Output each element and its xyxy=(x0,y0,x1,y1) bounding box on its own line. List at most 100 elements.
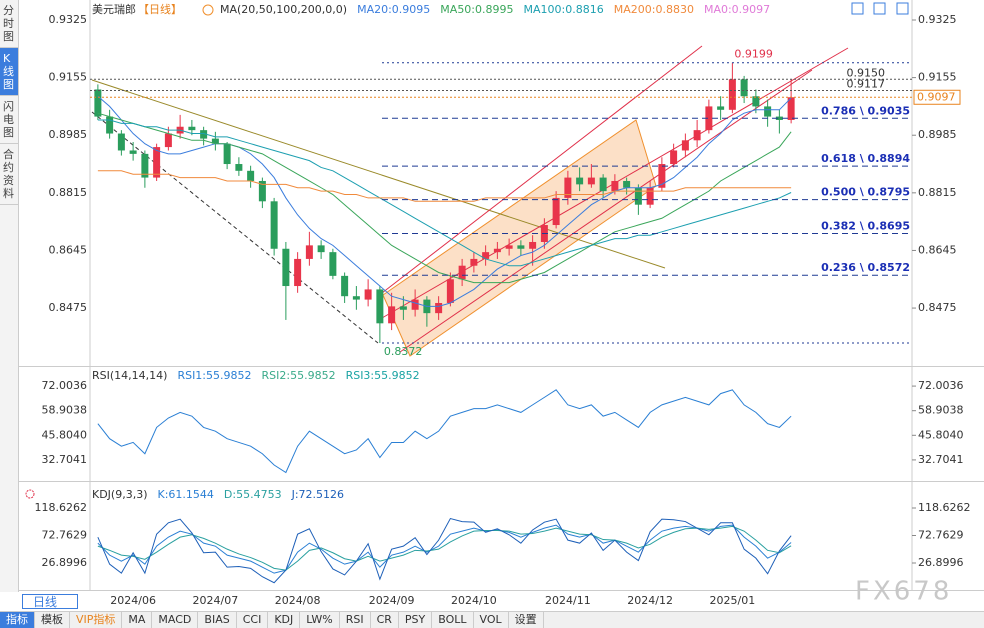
settings-icon[interactable] xyxy=(202,4,214,16)
candle-body xyxy=(482,252,490,259)
price-line-label: 0.9117 xyxy=(847,77,886,90)
candle-body xyxy=(117,133,125,151)
candle-body xyxy=(728,79,736,110)
y-tick-label: 72.7629 xyxy=(918,528,964,541)
candle-body xyxy=(740,79,748,97)
x-tick-label: 2024/09 xyxy=(369,594,415,607)
candle-body xyxy=(446,279,454,303)
legend-item: J:72.5126 xyxy=(291,488,344,501)
sidebar-tab[interactable]: 闪电图 xyxy=(0,96,18,144)
toolbar-tab[interactable]: CR xyxy=(371,612,399,628)
legend-item: D:55.4753 xyxy=(224,488,282,501)
candle-body xyxy=(576,177,584,185)
candle-body xyxy=(235,164,243,171)
icon[interactable] xyxy=(873,2,886,15)
candle-body xyxy=(564,177,572,198)
candle-body xyxy=(164,133,172,148)
candle-body xyxy=(552,197,560,226)
last-price-label: 0.9097 xyxy=(917,90,956,103)
candle-body xyxy=(787,97,795,120)
y-tick-label: 32.7041 xyxy=(42,453,88,466)
candle-body xyxy=(352,296,360,300)
candle-body xyxy=(587,177,595,185)
candle-body xyxy=(341,275,349,297)
window-icons xyxy=(851,2,909,15)
y-tick-label: 0.9325 xyxy=(49,13,88,26)
y-tick-label: 118.6262 xyxy=(918,501,971,514)
toolbar-tab[interactable]: 模板 xyxy=(35,612,70,628)
candle-body xyxy=(505,245,513,249)
y-tick-label: 72.0036 xyxy=(918,379,964,392)
toolbar-tab[interactable]: 指标 xyxy=(0,612,35,628)
toolbar-tab[interactable]: RSI xyxy=(340,612,371,628)
trend-line xyxy=(381,45,703,294)
x-tick-label: 2024/11 xyxy=(545,594,591,607)
x-tick-label: 2024/07 xyxy=(193,594,239,607)
y-tick-label: 0.8475 xyxy=(49,301,88,314)
indicator-line xyxy=(97,389,792,474)
ma-line xyxy=(97,112,792,284)
toolbar-tab[interactable]: MA xyxy=(122,612,153,628)
icon[interactable] xyxy=(851,2,864,15)
y-tick-label: 0.8815 xyxy=(49,186,88,199)
candle-body xyxy=(294,258,302,287)
y-tick-label: 0.8645 xyxy=(49,243,88,256)
candle-body xyxy=(94,89,102,117)
toolbar-tab[interactable]: MACD xyxy=(152,612,199,628)
watermark: FX678 xyxy=(855,577,952,607)
toolbar-tab[interactable]: LW% xyxy=(300,612,340,628)
legend-item: RSI3:55.9852 xyxy=(346,369,420,382)
toolbar-tab[interactable]: BOLL xyxy=(432,612,474,628)
candle-body xyxy=(247,170,255,181)
price-line-label: 0.9150 xyxy=(847,66,886,79)
sidebar-tab[interactable]: 分时图 xyxy=(0,0,18,48)
candle-body xyxy=(305,245,313,259)
candle-body xyxy=(646,187,654,205)
candle-body xyxy=(764,106,772,117)
x-tick-label: 2024/12 xyxy=(627,594,673,607)
toolbar-tab[interactable]: 设置 xyxy=(509,612,544,628)
ma-line xyxy=(97,119,792,267)
toolbar-tab[interactable]: KDJ xyxy=(268,612,301,628)
candle-body xyxy=(129,150,137,154)
legend-item: RSI(14,14,14) xyxy=(92,369,167,382)
candle-body xyxy=(493,248,501,253)
fib-label: 0.382 \ 0.8695 xyxy=(821,220,910,233)
y-tick-label: 72.7629 xyxy=(42,528,88,541)
last-price-box xyxy=(913,89,961,105)
candle-body xyxy=(388,306,396,324)
candle-body xyxy=(658,164,666,188)
icon[interactable] xyxy=(896,2,909,15)
candle-body xyxy=(223,143,231,165)
period-select[interactable]: 日线 xyxy=(22,594,78,609)
trend-line xyxy=(91,79,666,269)
toolbar-tab[interactable]: BIAS xyxy=(198,612,237,628)
x-tick-label: 2024/06 xyxy=(110,594,156,607)
candle-body xyxy=(681,140,689,151)
candle-body xyxy=(752,96,760,107)
sidebar-tab[interactable]: K线图 xyxy=(0,48,18,96)
toolbar-tab[interactable]: CCI xyxy=(237,612,269,628)
toolbar-tab[interactable]: PSY xyxy=(399,612,433,628)
y-tick-label: 0.8475 xyxy=(918,301,957,314)
y-tick-label: 0.9155 xyxy=(49,71,88,84)
y-tick-label: 45.8040 xyxy=(918,428,964,441)
indicator-line xyxy=(97,517,792,584)
candle-body xyxy=(775,116,783,120)
sidebar: 分时图 K线图 闪电图 合约资料 xyxy=(0,0,19,592)
high-label: 0.9199 xyxy=(734,48,773,61)
sidebar-tab[interactable]: 合约资料 xyxy=(0,144,18,205)
toolbar-tab[interactable]: VOL xyxy=(474,612,509,628)
y-tick-label: 0.9155 xyxy=(918,71,957,84)
candle-body xyxy=(282,248,290,287)
candle-body xyxy=(329,252,337,276)
y-tick-label: 118.6262 xyxy=(35,501,88,514)
x-tick-label: 2024/10 xyxy=(451,594,497,607)
indicator-line xyxy=(97,525,792,571)
toolbar-tab[interactable]: VIP指标 xyxy=(70,612,123,628)
symbol: 美元瑞郎 xyxy=(92,2,136,16)
legend-item: RSI1:55.9852 xyxy=(177,369,251,382)
candle-body xyxy=(435,302,443,314)
candle-body xyxy=(599,177,607,192)
x-tick-label: 2025/01 xyxy=(710,594,756,607)
